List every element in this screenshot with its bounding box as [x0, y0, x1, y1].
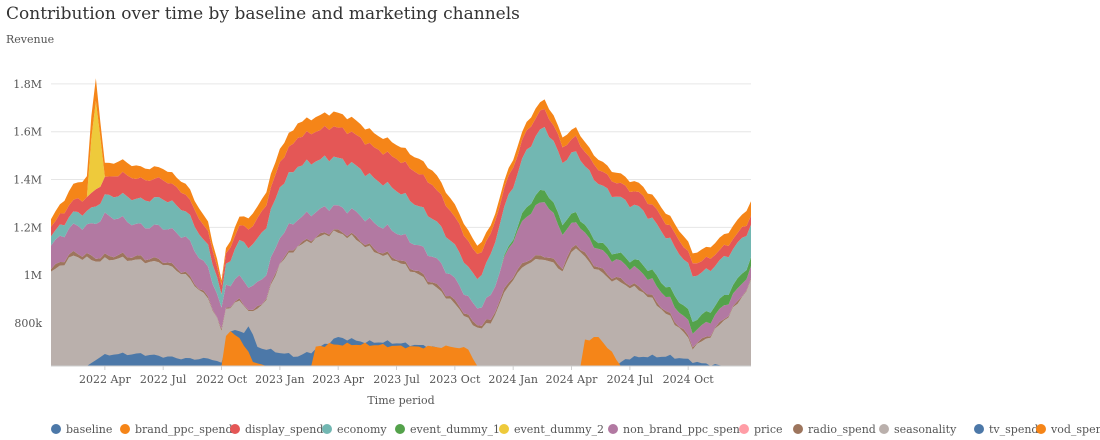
legend-item-price: price — [739, 423, 783, 436]
plot-area — [51, 78, 751, 366]
legend-label: economy — [337, 423, 387, 436]
x-tick-label: 2023 Oct — [429, 373, 481, 386]
area-non-brand-ppc-spend — [51, 202, 751, 348]
area-bottom-vod-spend — [51, 331, 751, 366]
legend-label: radio_spend — [808, 423, 876, 436]
legend-item-seasonality: seasonality — [879, 423, 957, 436]
legend-item-radio-spend: radio_spend — [793, 423, 876, 436]
legend-item-brand-ppc-spend: brand_ppc_spend — [120, 423, 233, 436]
legend-label: seasonality — [894, 423, 957, 436]
legend-swatch — [322, 424, 332, 434]
y-tick-label: 800k — [14, 317, 42, 330]
legend-label: price — [754, 423, 783, 436]
legend-item-vod-spend: vod_spend — [1036, 423, 1100, 436]
y-tick-label: 1.2M — [13, 221, 42, 234]
x-tick-label: 2024 Jan — [488, 373, 538, 386]
legend-swatch — [395, 424, 405, 434]
x-tick-label: 2023 Jan — [255, 373, 305, 386]
x-tick-label: 2023 Apr — [312, 373, 364, 386]
y-axis-label: Revenue — [6, 33, 54, 46]
y-tick-label: 1.6M — [13, 126, 42, 139]
legend-swatch — [974, 424, 984, 434]
x-tick-label: 2022 Oct — [196, 373, 248, 386]
legend-item-display-spend: display_spend — [230, 423, 323, 436]
y-tick-label: 1.8M — [13, 78, 42, 91]
legend-label: event_dummy_2 — [514, 423, 604, 436]
area-economy — [51, 127, 751, 323]
area-vod-spend — [51, 78, 751, 286]
legend-label: tv_spend — [989, 423, 1038, 436]
legend-label: vod_spend — [1050, 423, 1100, 436]
legend-label: baseline — [66, 423, 112, 436]
legend-swatch — [793, 424, 803, 434]
legend-swatch — [1036, 424, 1046, 434]
legend-label: event_dummy_1 — [410, 423, 500, 436]
legend-item-event-dummy-1: event_dummy_1 — [395, 423, 500, 436]
x-tick-label: 2024 Oct — [663, 373, 715, 386]
chart-title: Contribution over time by baseline and m… — [6, 4, 520, 24]
legend-label: brand_ppc_spend — [135, 423, 233, 436]
x-tick-label: 2024 Jul — [607, 373, 654, 386]
legend-item-economy: economy — [322, 423, 387, 436]
legend-item-tv-spend: tv_spend — [974, 423, 1038, 436]
legend-item-baseline: baseline — [51, 423, 112, 436]
y-tick-label: 1.4M — [13, 174, 42, 187]
y-tick-label: 1M — [24, 269, 42, 282]
x-tick-label: 2023 Jul — [373, 373, 420, 386]
legend-swatch — [608, 424, 618, 434]
legend-label: display_spend — [245, 423, 323, 436]
area-seasonality — [51, 230, 751, 366]
legend: baseline brand_ppc_spend display_spend econ… — [51, 423, 1100, 436]
x-tick-label: 2024 Apr — [546, 373, 598, 386]
legend-swatch — [499, 424, 509, 434]
legend-swatch — [230, 424, 240, 434]
x-axis-label: Time period — [367, 394, 434, 407]
legend-swatch — [51, 424, 61, 434]
legend-swatch — [120, 424, 130, 434]
x-tick-label: 2022 Apr — [79, 373, 131, 386]
legend-item-event-dummy-2: event_dummy_2 — [499, 423, 604, 436]
legend-item-non-brand-ppc-spend: non_brand_ppc_spend — [608, 423, 747, 436]
legend-swatch — [739, 424, 749, 434]
legend-swatch — [879, 424, 889, 434]
x-tick-label: 2022 Jul — [140, 373, 187, 386]
legend-label: non_brand_ppc_spend — [623, 423, 747, 436]
